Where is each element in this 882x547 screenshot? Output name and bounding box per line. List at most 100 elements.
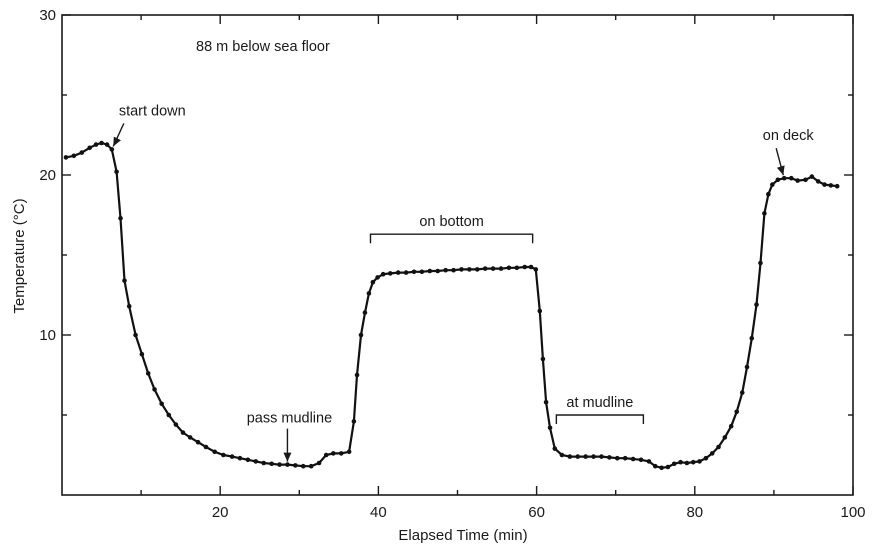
annotation-label: start down: [119, 103, 186, 119]
data-point: [734, 409, 740, 415]
data-point: [203, 444, 209, 450]
data-point: [803, 177, 808, 183]
data-point: [346, 449, 352, 455]
bracket: [369, 233, 534, 244]
data-point: [822, 182, 827, 187]
data-point: [697, 459, 702, 464]
data-point: [540, 356, 546, 362]
x-tick-label: 80: [686, 504, 703, 521]
data-point: [435, 268, 441, 274]
data-point: [684, 460, 690, 466]
data-point: [678, 459, 683, 465]
x-axis-title: Elapsed Time (min): [398, 527, 527, 544]
data-point: [133, 332, 138, 338]
data-point: [370, 279, 376, 285]
data-point: [638, 457, 644, 463]
data-point: [514, 265, 520, 271]
data-point: [152, 387, 157, 392]
data-point: [722, 435, 728, 440]
data-point: [338, 451, 344, 456]
data-point: [331, 451, 336, 456]
arrow-head: [113, 136, 121, 147]
data-point: [366, 291, 372, 296]
data-point: [709, 451, 715, 456]
data-point: [567, 454, 573, 459]
data-point: [451, 267, 456, 273]
data-point: [427, 268, 433, 274]
data-point: [139, 351, 145, 357]
data-point: [703, 455, 709, 461]
data-point: [815, 179, 821, 184]
data-point: [828, 183, 834, 188]
data-point: [93, 142, 99, 147]
data-point: [599, 454, 604, 459]
data-point: [261, 460, 267, 466]
data-point: [775, 177, 781, 183]
chart-title: 88 m below sea floor: [196, 39, 330, 55]
data-point: [614, 455, 620, 461]
data-points: [63, 140, 840, 471]
bracket: [555, 414, 645, 424]
data-point: [269, 461, 274, 467]
data-point: [474, 267, 480, 272]
data-point: [809, 174, 815, 179]
data-point: [506, 265, 512, 271]
data-point: [665, 464, 671, 470]
data-point: [552, 446, 558, 451]
data-point: [126, 303, 132, 309]
data-point: [87, 145, 92, 151]
annotation-label: pass mudline: [247, 411, 332, 427]
data-point: [63, 155, 69, 160]
data-point: [79, 150, 85, 155]
data-point: [380, 271, 386, 277]
arrow-head: [283, 452, 292, 462]
y-tick-label: 20: [39, 167, 56, 184]
data-point: [607, 455, 612, 460]
data-point: [630, 456, 636, 462]
x-tick-label: 40: [370, 504, 387, 521]
data-point: [490, 266, 496, 271]
y-axis-title: Temperature (°C): [11, 198, 28, 313]
data-point: [245, 457, 251, 463]
data-point: [770, 182, 775, 187]
data-point: [212, 449, 217, 455]
data-point: [114, 169, 119, 175]
data-point: [221, 452, 226, 458]
series-line: [65, 141, 838, 469]
data-point: [622, 455, 628, 461]
data-point: [533, 267, 539, 272]
data-point: [754, 302, 759, 307]
data-point: [537, 308, 543, 314]
data-point: [591, 454, 596, 459]
data-point: [789, 175, 794, 181]
data-point: [285, 462, 290, 467]
data-point: [411, 269, 417, 275]
data-point: [716, 444, 721, 450]
data-point: [728, 423, 734, 429]
data-point: [543, 399, 549, 405]
data-point: [118, 215, 123, 221]
data-point: [300, 463, 306, 469]
data-point: [166, 412, 172, 418]
data-point: [781, 175, 787, 181]
annotations: start down pass mudline on bottom at mudlin…: [112, 103, 814, 462]
plot-frame: [61, 14, 854, 496]
data-point: [652, 463, 658, 469]
data-point: [104, 142, 110, 147]
x-tick-label: 20: [212, 504, 229, 521]
data-point: [375, 275, 380, 280]
arrow-head: [776, 165, 785, 176]
x-tick-label: 100: [840, 504, 865, 521]
data-point: [395, 270, 401, 275]
data-point: [482, 266, 488, 271]
data-point: [739, 390, 745, 395]
data-point: [187, 435, 193, 440]
data-point: [109, 147, 115, 152]
data-point: [71, 153, 77, 159]
data-point: [237, 455, 243, 461]
data-point: [362, 310, 368, 315]
data-point: [498, 266, 504, 271]
data-point: [528, 264, 534, 270]
data-point: [145, 371, 151, 376]
tick-labels: 20 40 60 80 100 10 20 30: [39, 7, 865, 521]
